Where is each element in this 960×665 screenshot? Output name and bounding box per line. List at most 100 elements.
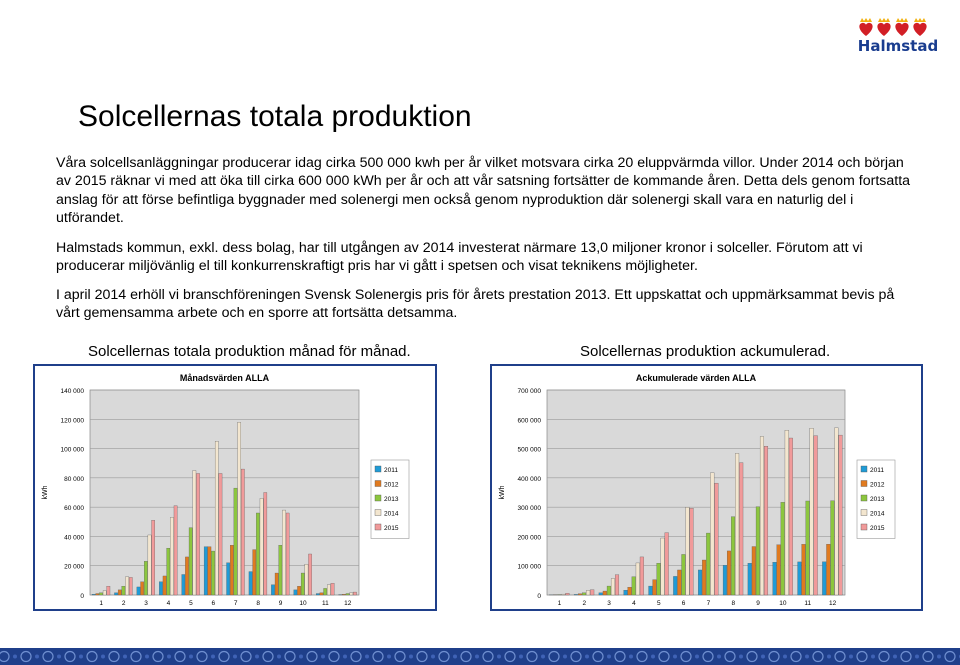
legend-label-2015: 2015 <box>870 525 885 532</box>
bar-2014-7 <box>237 422 241 596</box>
legend-label-2011: 2011 <box>870 467 884 474</box>
bar-2014-11 <box>327 584 331 596</box>
bar-2015-5 <box>664 532 669 596</box>
bar-2012-6 <box>677 569 682 596</box>
y-tick-label: 40 000 <box>64 534 84 541</box>
legend-label-2011: 2011 <box>384 467 398 474</box>
y-tick-label: 20 000 <box>64 564 84 571</box>
y-tick-label: 200 000 <box>518 534 542 541</box>
bar-2014-10 <box>784 430 789 596</box>
y-tick-label: 80 000 <box>64 476 84 483</box>
bar-2011-11 <box>797 561 802 596</box>
crown-hearts-icon <box>859 18 927 36</box>
legend-label-2012: 2012 <box>384 482 399 489</box>
bar-2014-4 <box>635 562 640 596</box>
bar-2011-4 <box>623 590 628 596</box>
bar-2013-3 <box>606 585 611 596</box>
x-tick-label: 3 <box>607 600 611 607</box>
bar-2012-11 <box>319 592 324 596</box>
bar-2013-11 <box>323 588 327 596</box>
bar-2015-1 <box>106 586 111 596</box>
bar-2013-8 <box>731 516 736 596</box>
bar-2011-3 <box>136 586 141 596</box>
bar-2014-5 <box>660 537 665 596</box>
bar-2012-4 <box>627 587 632 596</box>
chart-title: Månadsvärden ALLA <box>180 373 270 383</box>
legend-swatch-2015 <box>374 523 382 531</box>
bar-2011-6 <box>673 576 678 596</box>
decorative-bottom-band <box>0 648 960 665</box>
bar-2015-3 <box>615 574 620 596</box>
investment-paragraph: Halmstads kommun, exkl. dess bolag, har … <box>56 240 863 275</box>
y-axis-label: kWh <box>499 485 506 499</box>
legend-swatch-2014 <box>374 509 382 516</box>
bar-2011-9 <box>271 584 275 596</box>
bar-2014-10 <box>304 564 309 596</box>
y-tick-label: 700 000 <box>518 388 542 395</box>
bar-2013-7 <box>706 532 711 596</box>
bar-2013-5 <box>188 527 193 596</box>
monthly-chart-svg: Månadsvärden ALLA 0 20 000 40 000 60 000 80 0… <box>33 364 437 611</box>
legend-swatch-2012 <box>374 480 382 487</box>
bar-2013-2 <box>582 592 587 596</box>
y-tick-label: 400 000 <box>518 476 542 483</box>
legend-swatch-2014 <box>860 509 868 516</box>
bar-2011-11 <box>316 593 320 596</box>
bar-2014-8 <box>259 498 264 596</box>
y-tick-label: 300 000 <box>518 505 542 512</box>
bar-2015-7 <box>241 468 245 596</box>
bar-2013-2 <box>121 586 126 596</box>
bar-2015-8 <box>739 462 744 596</box>
y-tick-label: 140 000 <box>61 388 85 395</box>
bar-2015-3 <box>151 520 155 596</box>
cumulative-chart-caption: Solcellernas produktion ackumulerad. <box>580 343 831 360</box>
bar-2015-6 <box>689 508 694 596</box>
bar-2012-11 <box>801 544 806 596</box>
bar-2015-9 <box>764 446 769 596</box>
bar-2014-12 <box>349 592 354 596</box>
x-tick-label: 1 <box>558 600 562 607</box>
bar-2011-5 <box>181 574 186 596</box>
bar-2014-3 <box>147 534 152 596</box>
x-tick-label: 12 <box>344 600 352 607</box>
bar-2011-12 <box>822 561 827 596</box>
bar-2011-10 <box>772 562 777 596</box>
bar-2011-7 <box>698 569 703 596</box>
x-tick-label: 8 <box>256 600 260 607</box>
bar-2015-9 <box>285 512 290 596</box>
y-tick-label: 0 <box>80 593 84 600</box>
legend-swatch-2013 <box>374 494 382 502</box>
y-tick-label: 120 000 <box>61 417 85 424</box>
x-tick-label: 12 <box>829 600 837 607</box>
x-tick-label: 4 <box>632 600 636 607</box>
y-tick-label: 600 000 <box>518 417 542 424</box>
bar-2013-6 <box>681 554 686 596</box>
bar-2014-1 <box>561 593 566 596</box>
bar-2012-10 <box>297 586 301 596</box>
bar-2011-5 <box>648 585 653 596</box>
bar-2015-10 <box>308 553 312 596</box>
bar-2011-2 <box>573 594 578 596</box>
legend-swatch-2012 <box>860 480 868 487</box>
bar-2013-8 <box>256 512 260 596</box>
y-tick-label: 500 000 <box>518 447 542 454</box>
bar-2014-5 <box>192 470 197 596</box>
x-tick-label: 10 <box>779 600 787 607</box>
monthly-chart-caption: Solcellernas totala produktion månad för… <box>88 343 411 360</box>
bar-2015-1 <box>565 593 570 596</box>
x-tick-label: 9 <box>756 600 760 607</box>
bar-2013-9 <box>755 506 760 596</box>
legend-swatch-2011 <box>374 465 382 473</box>
bar-2012-12 <box>342 594 346 596</box>
bar-2015-5 <box>196 473 200 596</box>
award-paragraph: I april 2014 erhöll vi branschföreningen… <box>56 287 895 322</box>
x-tick-label: 6 <box>211 600 215 607</box>
bar-2014-6 <box>214 441 219 596</box>
logo-text: Halmstad <box>857 37 939 55</box>
monthly-chart: Månadsvärden ALLA 0 20 000 40 000 60 000 80 0… <box>33 364 437 611</box>
bar-2013-1 <box>99 592 103 596</box>
bar-2013-7 <box>233 487 238 596</box>
bar-2015-12 <box>353 591 357 596</box>
halmstad-logo: Halmstad <box>856 18 940 56</box>
legend-label-2012: 2012 <box>870 482 885 489</box>
